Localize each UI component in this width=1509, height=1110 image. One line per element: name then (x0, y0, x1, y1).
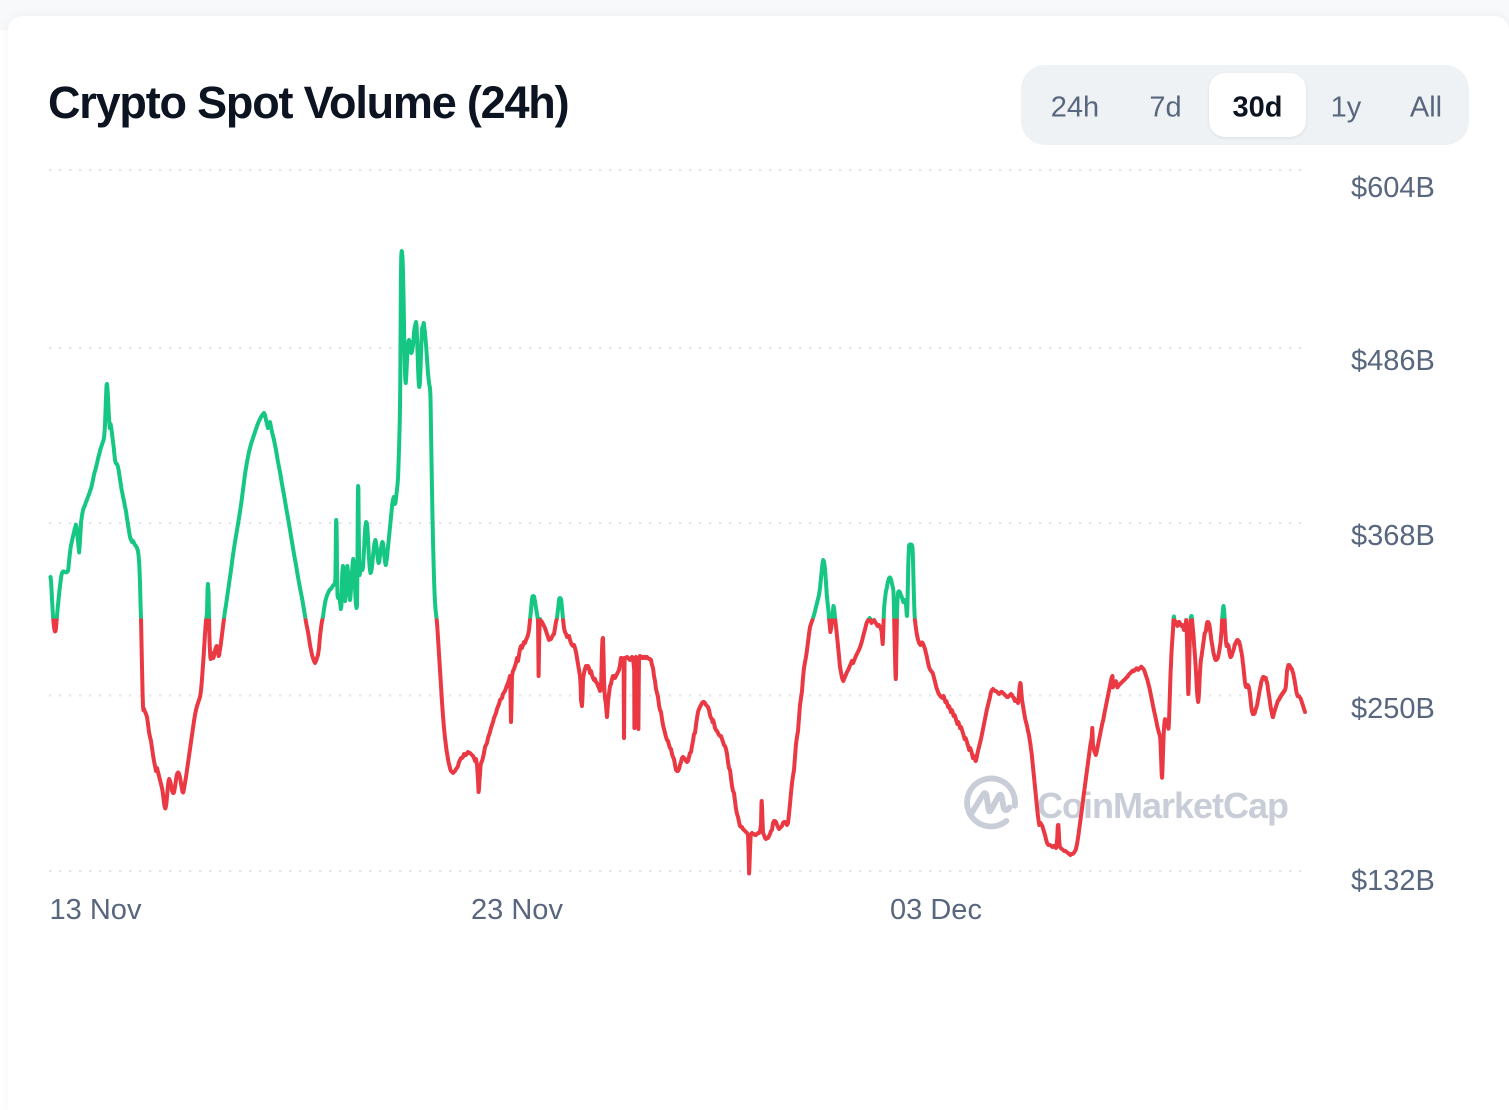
svg-text:CoinMarketCap: CoinMarketCap (1037, 785, 1288, 826)
